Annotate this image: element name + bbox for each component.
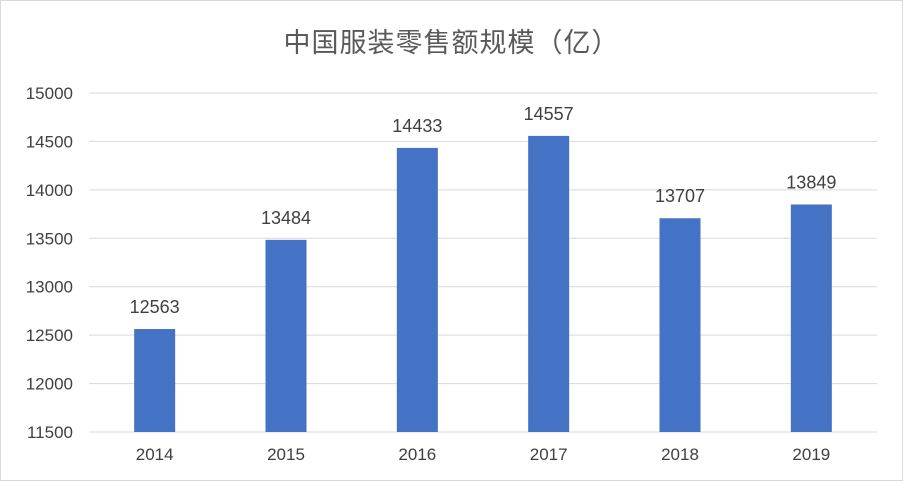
x-tick-label: 2018 bbox=[661, 445, 699, 464]
data-label: 14433 bbox=[392, 116, 442, 136]
x-tick-label: 2014 bbox=[136, 445, 174, 464]
bar bbox=[659, 218, 701, 432]
y-tick-label: 14500 bbox=[26, 132, 73, 151]
bar bbox=[528, 135, 570, 432]
x-tick-label: 2016 bbox=[398, 445, 436, 464]
data-label: 13849 bbox=[786, 172, 836, 192]
y-tick-label: 13500 bbox=[26, 229, 73, 248]
bar bbox=[396, 147, 438, 432]
x-tick-label: 2015 bbox=[267, 445, 305, 464]
data-label: 13707 bbox=[655, 186, 705, 206]
y-tick-label: 12000 bbox=[26, 375, 73, 394]
y-tick-label: 12500 bbox=[26, 326, 73, 345]
y-tick-label: 14000 bbox=[26, 181, 73, 200]
x-tick-label: 2019 bbox=[792, 445, 830, 464]
y-tick-label: 11500 bbox=[27, 423, 73, 442]
x-tick-label: 2017 bbox=[530, 445, 568, 464]
data-label: 13484 bbox=[261, 208, 311, 228]
y-tick-label: 13000 bbox=[26, 278, 73, 297]
data-label: 12563 bbox=[130, 297, 180, 317]
bar bbox=[790, 204, 832, 432]
data-label: 14557 bbox=[524, 104, 574, 124]
bar bbox=[134, 329, 176, 432]
chart-title: 中国服装零售额规模（亿） bbox=[283, 28, 620, 59]
bar bbox=[265, 239, 307, 432]
y-tick-label: 15000 bbox=[26, 84, 73, 103]
